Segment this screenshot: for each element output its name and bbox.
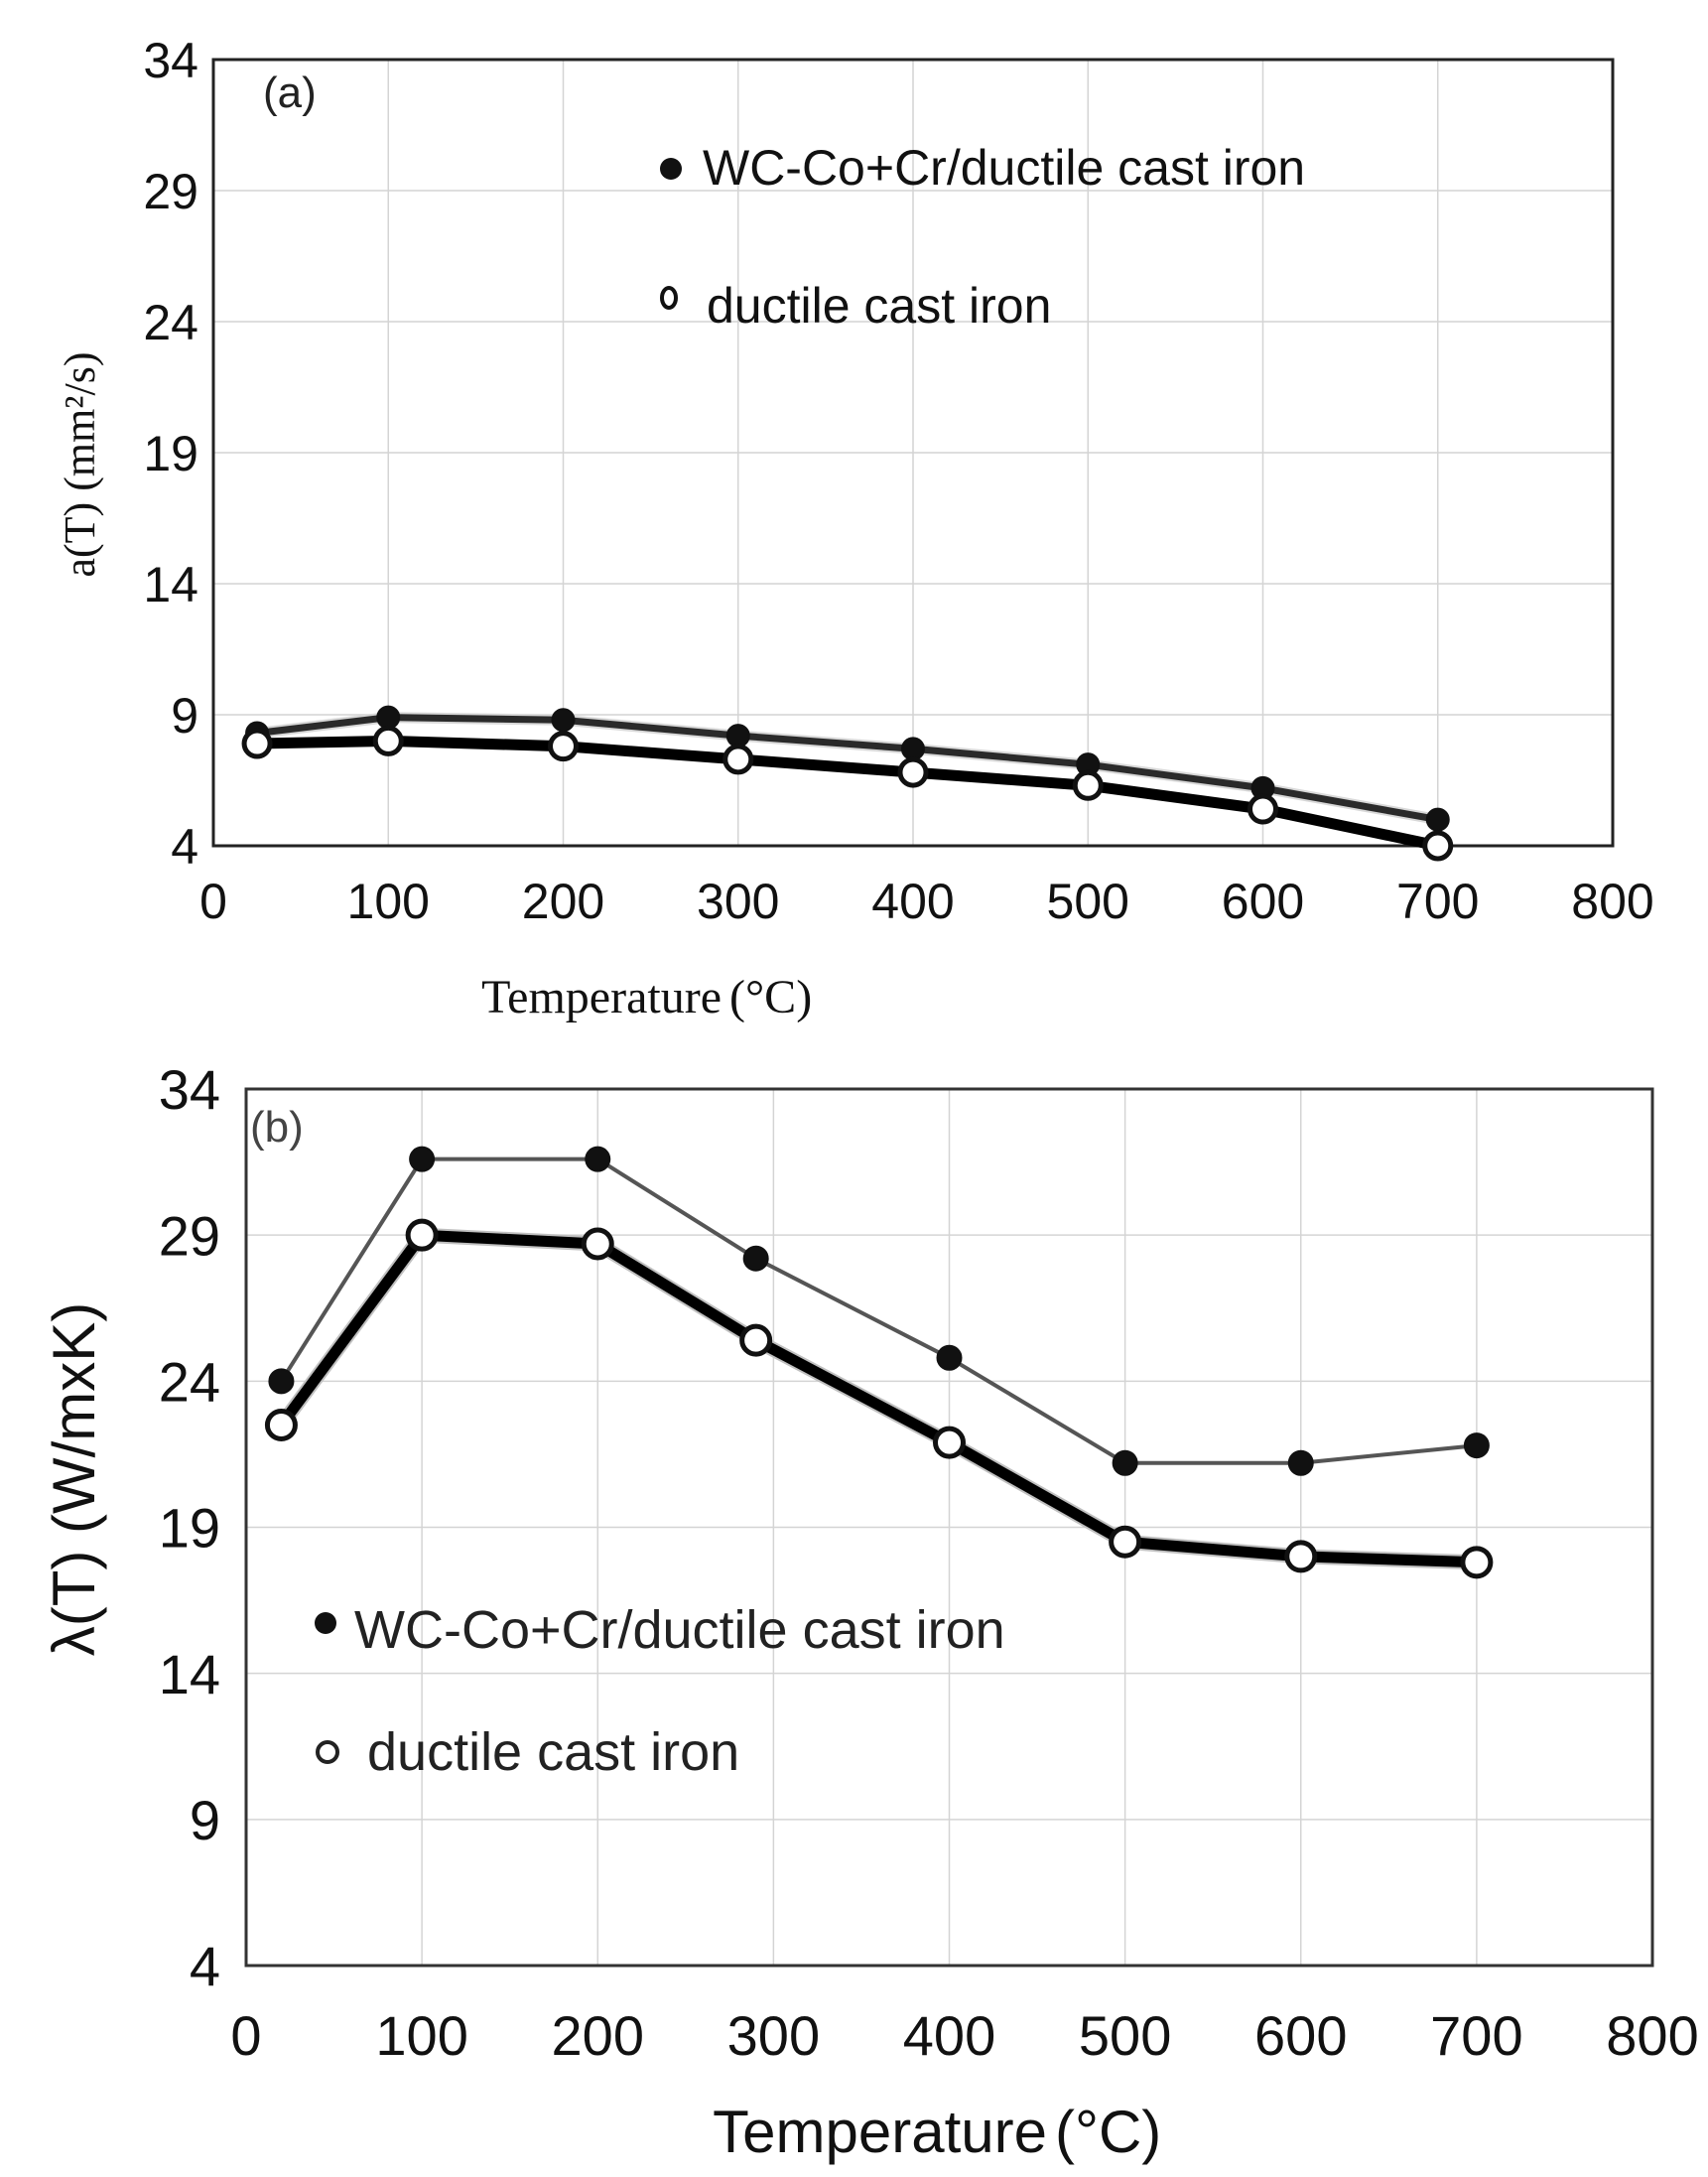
x-tick-label: 300: [697, 874, 779, 929]
series-line-2: [251, 735, 1444, 852]
data-point-series-1: [1425, 807, 1450, 832]
data-point-series-1: [936, 1344, 963, 1371]
y-tick-labels-a: 4 9 14 19 24 29 34: [143, 33, 198, 875]
legend-marker-filled-b: [315, 1612, 336, 1634]
panel-b: 4 9 14 19 24 29 34 0 100 200 300 400 500 600 700 800 (…: [41, 1058, 1699, 2165]
legend-a: WC-Co+Cr/ductile cast iron ductile cast …: [660, 140, 1305, 334]
y-tick-label: 34: [143, 33, 198, 88]
data-point-series-2: [1284, 1540, 1318, 1573]
data-point-series-1: [551, 708, 576, 733]
data-point-series-2: [739, 1323, 773, 1357]
y-tick-label: 29: [143, 164, 198, 219]
y-tick-label: 14: [143, 557, 198, 612]
x-tick-labels-a: 0 100 200 300 400 500 600 700 800: [199, 874, 1654, 929]
y-tick-label: 34: [159, 1058, 220, 1121]
y-tick-label: 19: [159, 1497, 220, 1560]
y-tick-label: 14: [159, 1643, 220, 1705]
data-point-series-1: [1112, 1449, 1138, 1476]
data-point-series-1: [901, 737, 925, 761]
data-point-series-2: [581, 1227, 614, 1261]
data-point-series-2: [241, 728, 273, 759]
series-line-1: [253, 714, 1442, 824]
y-tick-label: 9: [190, 1789, 220, 1851]
data-point-series-2: [723, 744, 754, 775]
data-point-series-2: [933, 1426, 966, 1459]
x-tick-label: 200: [552, 2004, 644, 2067]
data-point-series-2: [1460, 1546, 1494, 1579]
plot-frame-b: [244, 1087, 1654, 1968]
data-point-series-2: [897, 756, 929, 788]
y-tick-label: 4: [171, 819, 198, 875]
legend-b: WC-Co+Cr/ductile cast iron ductile cast …: [315, 1600, 1005, 1782]
data-point-series-2: [264, 1408, 298, 1441]
x-axis-unit-b: (°C): [1055, 2099, 1161, 2165]
x-axis-label-a: Temperature (°C): [481, 971, 812, 1023]
panel-label-a: (a): [263, 68, 317, 117]
data-point-series-1: [376, 705, 401, 730]
y-tick-label: 4: [190, 1935, 220, 1997]
data-point-series-1: [1287, 1449, 1314, 1476]
legend-label-series2-b: ductile cast iron: [367, 1722, 739, 1782]
x-axis-label-text-b: Temperature: [713, 2099, 1047, 2165]
legend-label-series1-b: WC-Co+Cr/ductile cast iron: [354, 1600, 1005, 1660]
data-point-series-1: [268, 1368, 295, 1395]
grid-b: [246, 1089, 1652, 1966]
data-point-series-2: [548, 731, 579, 762]
x-axis-label-b: Temperature (°C): [713, 2099, 1161, 2165]
x-tick-label: 200: [522, 874, 604, 929]
y-tick-label: 19: [143, 426, 198, 481]
x-tick-label: 500: [1047, 874, 1129, 929]
x-tick-label: 0: [199, 874, 227, 929]
x-tick-label: 800: [1571, 874, 1653, 929]
x-axis-unit-a: (°C): [729, 971, 812, 1023]
data-point-series-2: [1422, 830, 1454, 862]
x-tick-label: 700: [1396, 874, 1479, 929]
legend-label-series2-a: ductile cast iron: [707, 278, 1051, 334]
x-tick-label: 400: [871, 874, 954, 929]
data-point-series-2: [405, 1218, 439, 1252]
x-tick-label: 300: [727, 2004, 820, 2067]
data-point-series-1: [585, 1146, 611, 1172]
y-tick-label: 29: [159, 1204, 220, 1267]
y-tick-labels-b: 4 9 14 19 24 29 34: [159, 1058, 220, 1997]
x-tick-label: 0: [230, 2004, 261, 2067]
legend-marker-open-b: [316, 1740, 339, 1764]
plot-frame-a: [211, 58, 1615, 848]
grid-a: [213, 60, 1613, 846]
x-tick-label: 100: [347, 874, 430, 929]
panel-a: 4 9 14 19 24 29 34 0 100 200 300 400 500 600 700 800 (…: [56, 33, 1654, 1023]
series-line-2: [275, 1229, 1483, 1568]
data-point-series-2: [1109, 1525, 1142, 1559]
legend-label-series1-a: WC-Co+Cr/ductile cast iron: [703, 140, 1305, 196]
data-point-series-1: [742, 1245, 769, 1272]
data-point-series-2: [1072, 769, 1104, 801]
y-axis-label-b: λ(T) (W/mxK): [41, 1302, 107, 1657]
panel-label-b: (b): [250, 1103, 304, 1152]
data-point-series-2: [372, 725, 404, 756]
data-point-series-1: [409, 1146, 436, 1172]
y-tick-label: 24: [159, 1350, 220, 1413]
series-line-1: [279, 1157, 1479, 1465]
data-point-series-1: [1463, 1432, 1490, 1459]
y-tick-label: 9: [171, 688, 198, 744]
x-tick-label: 400: [903, 2004, 995, 2067]
series-b: [264, 1146, 1494, 1579]
x-tick-label: 700: [1430, 2004, 1522, 2067]
x-tick-labels-b: 0 100 200 300 400 500 600 700 800: [230, 2004, 1698, 2067]
data-point-series-1: [725, 724, 750, 748]
y-axis-label-a: a(T) (mm²/s): [56, 351, 104, 577]
x-axis-label-text-a: Temperature: [481, 971, 722, 1023]
x-tick-label: 600: [1254, 2004, 1347, 2067]
x-tick-label: 600: [1222, 874, 1304, 929]
series-line-halo: [275, 1227, 1478, 1570]
x-tick-label: 100: [375, 2004, 467, 2067]
x-tick-label: 800: [1606, 2004, 1698, 2067]
x-tick-label: 500: [1079, 2004, 1171, 2067]
legend-marker-filled-a: [660, 158, 682, 180]
legend-marker-open-a: [660, 286, 678, 310]
data-point-series-2: [1248, 793, 1278, 825]
series-a: [241, 705, 1454, 862]
y-tick-label: 24: [143, 295, 198, 350]
